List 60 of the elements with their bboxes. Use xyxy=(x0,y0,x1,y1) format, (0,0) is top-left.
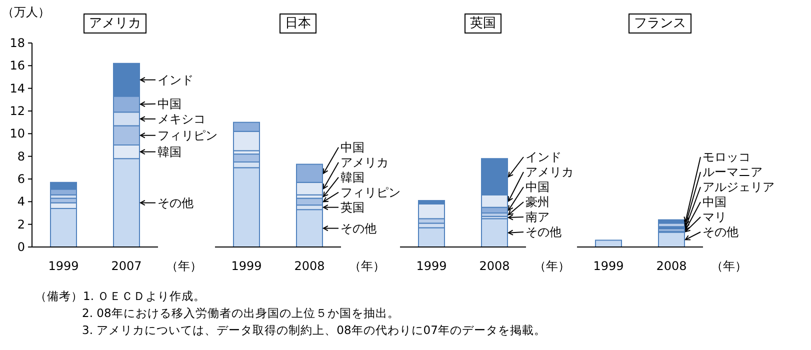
x-tick-label: 1999 xyxy=(48,259,79,273)
y-tick-label: 16 xyxy=(10,58,25,73)
text: モロッコ xyxy=(702,150,750,164)
bar xyxy=(296,209,323,248)
series-label: その他 xyxy=(526,225,562,239)
series-label: インド xyxy=(526,150,562,164)
x-tick-label: 1999 xyxy=(416,259,447,273)
chart-title: アメリカ xyxy=(89,16,141,31)
text: （備考）1. ＯＥＣＤより作成。 xyxy=(35,289,206,303)
bar xyxy=(595,240,622,248)
y-axis-title: （万人） xyxy=(2,5,50,19)
series-label: メキシコ xyxy=(158,112,206,126)
x-tick-label: 1999 xyxy=(593,259,624,273)
y-tick-label: 6 xyxy=(17,172,25,186)
series-label: 韓国 xyxy=(158,144,182,159)
y-tick-label: 8 xyxy=(17,149,25,164)
series-label: 韓国 xyxy=(340,170,364,184)
bar xyxy=(50,208,77,248)
y-tick-label: 12 xyxy=(10,104,25,118)
bar xyxy=(418,203,445,220)
text: 3. アメリカについては、データ取得の制約上、08年の代わりに07年のデータを掲載。 xyxy=(82,323,546,337)
series-label: 中国 xyxy=(158,96,182,111)
series-label: 英国 xyxy=(340,200,364,214)
x-axis-title: （年） xyxy=(534,259,570,273)
series-label: アメリカ xyxy=(340,155,388,170)
series-label: インド xyxy=(158,72,194,87)
series-label: その他 xyxy=(158,196,194,210)
series-label: 豪州 xyxy=(526,195,550,209)
chart-title: 英国 xyxy=(470,16,496,31)
text: 2. 08年における移入労働者の出身国の上位５か国を抽出。 xyxy=(82,306,400,320)
text: アルジェリア xyxy=(702,180,774,194)
y-tick-label: 18 xyxy=(10,36,25,50)
series-label: フィリピン xyxy=(340,185,400,200)
series-label: 南ア xyxy=(526,210,550,224)
series-label: フィリピン xyxy=(158,128,218,142)
x-axis-title: （年） xyxy=(349,259,385,273)
bar xyxy=(418,227,445,248)
series-label: マリ xyxy=(702,210,726,224)
y-tick-label: 2 xyxy=(17,217,25,232)
y-tick-label: 14 xyxy=(10,81,25,96)
text: 中国 xyxy=(702,195,726,209)
x-axis-title: （年） xyxy=(166,259,202,273)
series-label: その他 xyxy=(340,221,376,236)
series-label: その他 xyxy=(702,225,738,239)
x-tick-label: 2008 xyxy=(479,259,510,273)
bar xyxy=(481,218,508,248)
x-tick-label: 2007 xyxy=(111,259,142,273)
y-tick-label: 10 xyxy=(10,126,25,141)
y-tick-label: 0 xyxy=(17,240,25,254)
chart-title: フランス xyxy=(634,16,686,31)
x-tick-label: 1999 xyxy=(231,259,262,273)
chart-title: 日本 xyxy=(285,16,311,31)
y-tick-label: 4 xyxy=(17,194,25,209)
text: ルーマニア xyxy=(702,165,762,179)
x-tick-label: 2008 xyxy=(656,259,687,273)
series-label: アメリカ xyxy=(526,165,574,179)
x-tick-label: 2008 xyxy=(294,259,325,273)
series-label: 中国 xyxy=(526,180,550,194)
x-axis-title: （年） xyxy=(711,259,747,273)
series-label: 中国 xyxy=(340,140,364,154)
